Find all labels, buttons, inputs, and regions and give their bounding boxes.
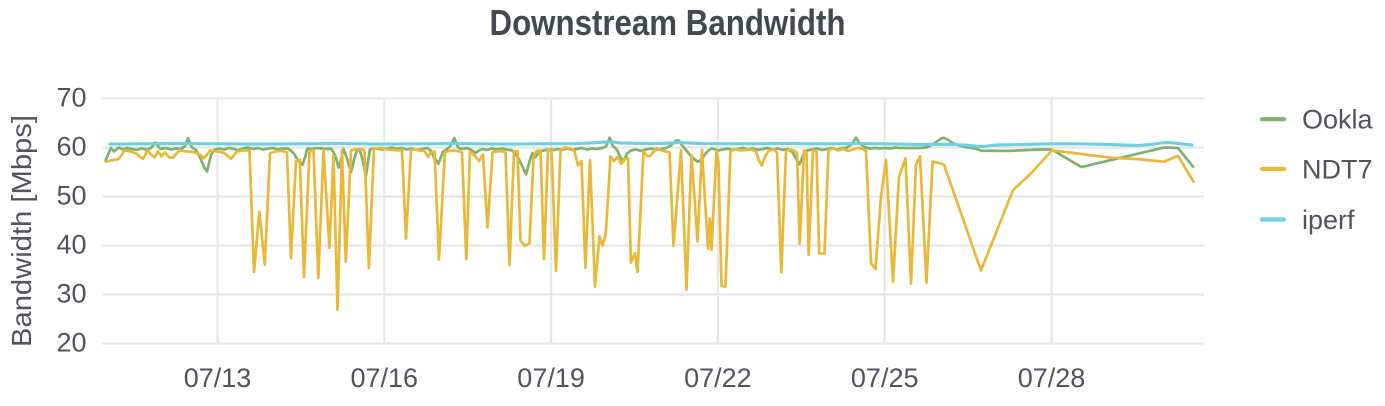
svg-text:07/19: 07/19 xyxy=(517,363,585,393)
svg-text:50: 50 xyxy=(56,180,86,210)
svg-text:07/28: 07/28 xyxy=(1018,363,1086,393)
svg-text:Downstream Bandwidth: Downstream Bandwidth xyxy=(490,2,846,43)
svg-text:Bandwidth [Mbps]: Bandwidth [Mbps] xyxy=(6,115,37,347)
svg-text:30: 30 xyxy=(56,278,86,308)
svg-text:60: 60 xyxy=(56,131,86,161)
svg-text:40: 40 xyxy=(56,229,86,259)
svg-text:07/13: 07/13 xyxy=(184,363,252,393)
svg-text:20: 20 xyxy=(56,327,86,357)
svg-text:70: 70 xyxy=(56,82,86,112)
svg-text:Ookla: Ookla xyxy=(1302,105,1374,135)
svg-text:07/22: 07/22 xyxy=(684,363,752,393)
svg-text:07/16: 07/16 xyxy=(351,363,419,393)
svg-text:iperf: iperf xyxy=(1302,205,1355,235)
svg-text:NDT7: NDT7 xyxy=(1302,154,1373,184)
svg-text:07/25: 07/25 xyxy=(851,363,919,393)
